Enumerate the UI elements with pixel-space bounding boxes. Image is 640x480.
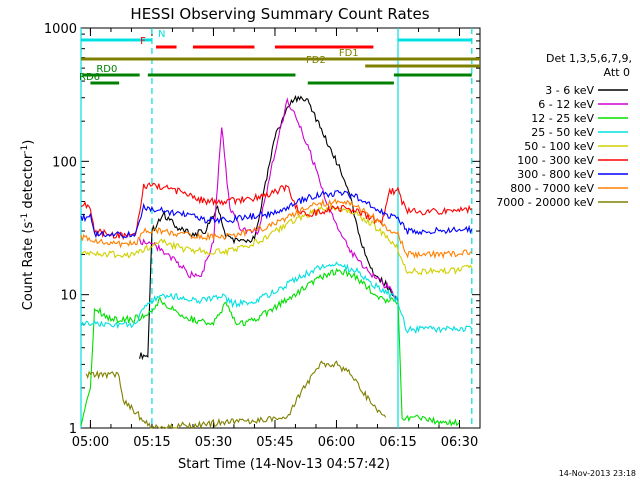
series-line <box>139 94 399 361</box>
series-line <box>80 189 473 239</box>
series-line <box>80 198 472 260</box>
y-tick-label: 1 <box>69 422 77 437</box>
series-line <box>80 203 473 276</box>
series-line <box>80 261 473 335</box>
y-tick-label: 10 <box>60 289 77 304</box>
x-axis-label: Start Time (14-Nov-13 04:57:42) <box>178 457 390 472</box>
y-axis-label: Count Rate (s-1 detector-1) <box>20 140 36 311</box>
plot-frame <box>80 27 481 429</box>
legend-entry-label: 25 - 50 keV <box>531 126 594 139</box>
legend-entry-label: 6 - 12 keV <box>538 98 594 111</box>
legend-header-line2: Att 0 <box>604 66 630 79</box>
mode-bar-label: RD0 <box>96 64 117 75</box>
y-label-end: ) <box>21 140 36 145</box>
x-tick-label: 05:00 <box>72 435 109 450</box>
legend-entry-label: 12 - 25 keV <box>531 112 594 125</box>
y-tick-label: 1000 <box>44 22 77 37</box>
y-label-main: Count Rate (s <box>21 222 36 311</box>
series-line <box>80 182 473 241</box>
x-tick-label: 05:15 <box>133 435 170 450</box>
x-tick-label: 06:15 <box>379 435 416 450</box>
chart-title: HESSI Observing Summary Count Rates <box>130 5 429 23</box>
mode-bar-label: FD2 <box>306 55 326 66</box>
legend-entry-label: 300 - 800 keV <box>517 168 594 181</box>
legend-entry-label: 3 - 6 keV <box>545 84 594 97</box>
x-tick-label: 05:30 <box>195 435 232 450</box>
x-tick-label: 06:30 <box>441 435 478 450</box>
x-tick-label: 05:45 <box>256 435 293 450</box>
legend-entry-label: 800 - 7000 keV <box>510 182 594 195</box>
series-line <box>80 267 460 427</box>
y-label-sup1: -1 <box>20 213 30 222</box>
y-label-mid: detector <box>21 153 36 213</box>
mode-bar-label: FD1 <box>339 48 359 59</box>
footer-timestamp: 14-Nov-2013 23:18 <box>559 469 636 478</box>
mode-bar-label: F <box>140 36 146 47</box>
mode-bar-label: RD6 <box>79 72 100 83</box>
y-tick-label: 100 <box>52 155 77 170</box>
series-line <box>85 360 387 430</box>
y-label-sup2: -1 <box>20 145 30 154</box>
series-line <box>139 97 399 302</box>
plot-area: 1 10 100 1000 05:00 05:15 05:30 05:45 06:00 06:15… <box>44 22 481 450</box>
legend-entry-label: 50 - 100 keV <box>524 140 594 153</box>
legend-entry-label: 7000 - 20000 keV <box>496 196 594 209</box>
legend-header-line1: Det 1,3,5,6,7,9, <box>546 52 632 65</box>
legend-entry-label: 100 - 300 keV <box>517 154 594 167</box>
mode-bar-label: N <box>158 29 165 40</box>
x-tick-label: 06:00 <box>318 435 355 450</box>
